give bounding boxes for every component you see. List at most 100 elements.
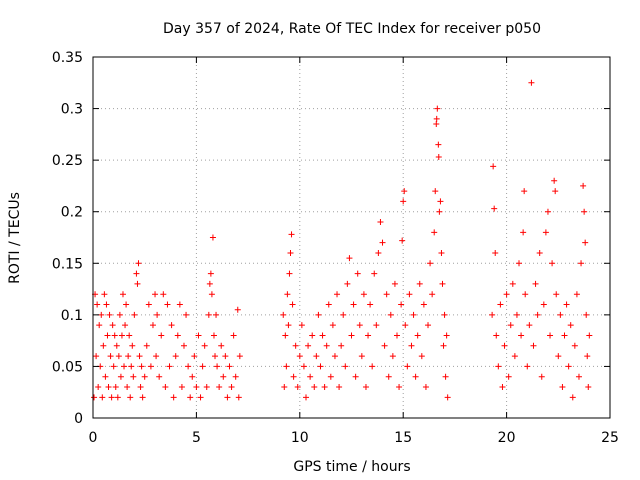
y-tick-label: 0.35 (52, 50, 83, 66)
data-point (281, 384, 288, 391)
data-point (377, 219, 384, 226)
data-point (193, 384, 200, 391)
chart-title: Day 357 of 2024, Rate Of TEC Index for r… (163, 21, 541, 37)
data-point (199, 363, 206, 370)
data-point (412, 373, 419, 380)
data-point (134, 280, 141, 287)
data-point (152, 291, 159, 298)
data-point (93, 353, 100, 360)
data-point (96, 322, 103, 329)
data-point (174, 332, 181, 339)
data-point (362, 384, 369, 391)
data-point (126, 332, 133, 339)
data-point (436, 208, 443, 215)
y-tick-label: 0.15 (52, 256, 83, 272)
data-point (443, 332, 450, 339)
data-point (156, 373, 163, 380)
data-point (109, 322, 116, 329)
data-point (540, 301, 547, 308)
data-point (280, 311, 287, 318)
data-point (497, 301, 504, 308)
data-point (544, 208, 551, 215)
data-point (208, 291, 215, 298)
data-point (346, 255, 353, 262)
data-point (524, 363, 531, 370)
data-point (226, 363, 233, 370)
data-point (354, 270, 361, 277)
data-point (401, 188, 408, 195)
data-point (327, 373, 334, 380)
data-point (162, 384, 169, 391)
data-point (91, 394, 98, 401)
data-point (284, 291, 291, 298)
data-point (396, 384, 403, 391)
x-tick-label: 15 (394, 430, 412, 446)
data-point (555, 353, 562, 360)
data-point (567, 322, 574, 329)
data-point (559, 384, 566, 391)
data-point (563, 301, 570, 308)
data-point (329, 322, 336, 329)
data-point (189, 373, 196, 380)
data-point (538, 373, 545, 380)
data-points (91, 79, 593, 401)
data-point (117, 373, 124, 380)
data-point (319, 332, 326, 339)
data-point (434, 105, 441, 112)
data-point (402, 322, 409, 329)
data-point (573, 291, 580, 298)
data-point (228, 384, 235, 391)
data-point (440, 342, 447, 349)
data-point (95, 384, 102, 391)
data-point (105, 384, 112, 391)
data-point (138, 363, 145, 370)
data-point (505, 373, 512, 380)
data-point (410, 311, 417, 318)
data-point (522, 291, 529, 298)
y-axis-label: ROTI / TECUs (7, 192, 23, 284)
data-point (214, 363, 221, 370)
data-point (143, 342, 150, 349)
data-point (585, 384, 592, 391)
data-point (441, 311, 448, 318)
data-point (136, 353, 143, 360)
data-point (371, 270, 378, 277)
data-point (292, 342, 299, 349)
data-point (416, 280, 423, 287)
data-point (210, 332, 217, 339)
data-point (122, 322, 129, 329)
data-point (290, 373, 297, 380)
data-point (209, 234, 216, 241)
data-point (100, 342, 107, 349)
data-point (433, 115, 440, 122)
y-tick-label: 0.1 (61, 308, 83, 324)
data-point (213, 311, 220, 318)
data-point (234, 306, 241, 313)
data-point (425, 322, 432, 329)
data-point (305, 342, 312, 349)
data-point (553, 291, 560, 298)
data-point (236, 353, 243, 360)
y-tick-label: 0.05 (52, 359, 83, 375)
data-point (435, 141, 442, 148)
data-point (313, 353, 320, 360)
data-point (358, 353, 365, 360)
data-point (385, 373, 392, 380)
data-point (296, 353, 303, 360)
data-point (398, 301, 405, 308)
data-point (212, 353, 219, 360)
data-point (547, 332, 554, 339)
data-point (520, 229, 527, 236)
y-tick-label: 0.2 (61, 205, 83, 221)
x-tick-label: 25 (601, 430, 619, 446)
data-point (197, 394, 204, 401)
data-point (383, 291, 390, 298)
data-point (442, 373, 449, 380)
data-point (300, 363, 307, 370)
data-point (282, 332, 289, 339)
data-point (180, 342, 187, 349)
data-point (125, 353, 132, 360)
data-point (542, 229, 549, 236)
data-point (492, 249, 499, 256)
data-point (137, 384, 144, 391)
